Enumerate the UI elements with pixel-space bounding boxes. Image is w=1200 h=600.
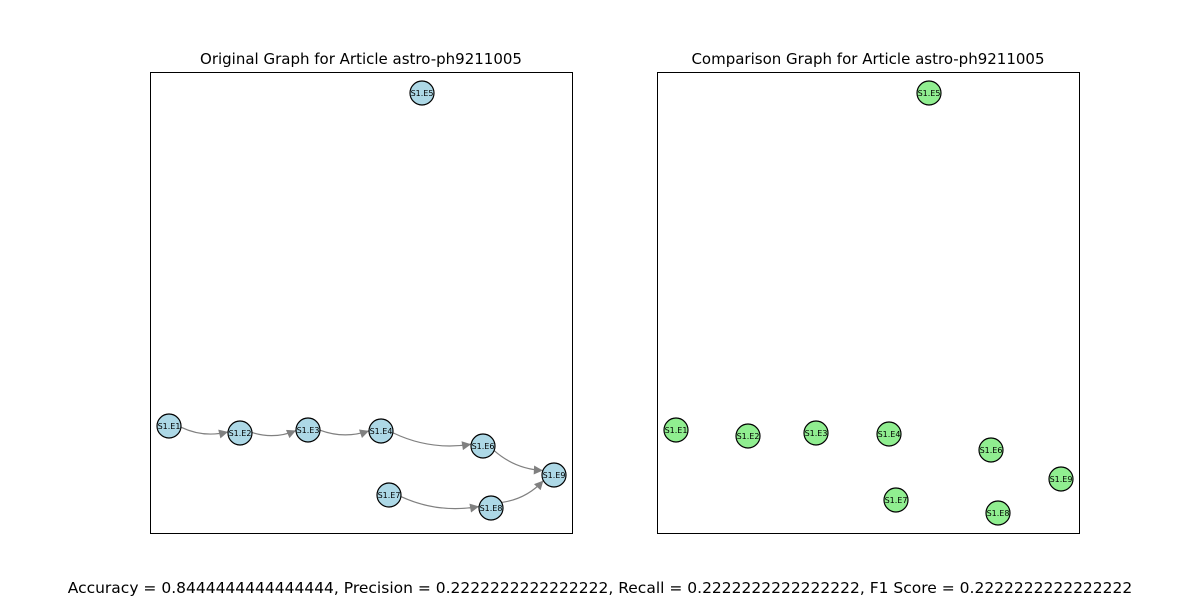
node-S1.E6[interactable]: S1.E6	[470, 433, 496, 459]
edge-S1.E3-S1.E4	[319, 429, 370, 439]
metrics-summary: Accuracy = 0.8444444444444444, Precision…	[67, 579, 1133, 597]
node-circle	[1048, 466, 1074, 492]
node-circle	[156, 413, 182, 439]
node-S1.E2[interactable]: S1.E2	[227, 420, 253, 446]
edge-S1.E6-S1.E9	[493, 450, 543, 475]
node-label: S1.E3	[297, 426, 320, 435]
node-label: S1.E9	[543, 471, 566, 480]
comparison-graph-frame	[657, 72, 1080, 534]
node-label: S1.E8	[987, 509, 1010, 518]
original-graph-panel: Original Graph for Article astro-ph92110…	[150, 50, 573, 534]
node-S1.E7[interactable]: S1.E7	[376, 482, 402, 508]
node-label: S1.E4	[878, 430, 901, 439]
node-label: S1.E3	[805, 429, 828, 438]
edge-S1.E7-S1.E8	[400, 495, 480, 513]
node-circle	[985, 500, 1011, 526]
node-S1.E8[interactable]: S1.E8	[985, 500, 1011, 526]
node-label: S1.E7	[885, 496, 908, 505]
node-circle	[803, 420, 829, 446]
node-circle	[376, 482, 402, 508]
node-S1.E4[interactable]: S1.E4	[368, 418, 394, 444]
node-S1.E7[interactable]: S1.E7	[883, 487, 909, 513]
edge-S1.E4-S1.E6	[392, 432, 472, 451]
node-S1.E8[interactable]: S1.E8	[478, 495, 504, 521]
comparison-graph-panel: Comparison Graph for Article astro-ph921…	[657, 50, 1080, 534]
node-circle	[735, 423, 761, 449]
node-label: S1.E5	[411, 89, 434, 98]
edge-S1.E1-S1.E2	[180, 426, 229, 439]
node-label: S1.E7	[378, 491, 401, 500]
edge-S1.E8-S1.E9	[501, 480, 544, 504]
node-circle	[541, 462, 567, 488]
node-circle	[663, 417, 689, 443]
node-S1.E2[interactable]: S1.E2	[735, 423, 761, 449]
node-circle	[409, 80, 435, 106]
node-label: S1.E4	[370, 427, 393, 436]
original-graph-frame	[150, 72, 573, 534]
node-circle	[876, 421, 902, 447]
node-circle	[978, 437, 1004, 463]
node-circle	[883, 487, 909, 513]
node-label: S1.E6	[472, 442, 495, 451]
node-circle	[916, 80, 942, 106]
node-S1.E6[interactable]: S1.E6	[978, 437, 1004, 463]
node-circle	[478, 495, 504, 521]
node-S1.E4[interactable]: S1.E4	[876, 421, 902, 447]
node-label: S1.E8	[480, 504, 503, 513]
node-S1.E3[interactable]: S1.E3	[295, 417, 321, 443]
node-S1.E5[interactable]: S1.E5	[409, 80, 435, 106]
node-label: S1.E2	[737, 432, 760, 441]
original-graph-title: Original Graph for Article astro-ph92110…	[200, 50, 522, 68]
node-S1.E1[interactable]: S1.E1	[156, 413, 182, 439]
node-S1.E1[interactable]: S1.E1	[663, 417, 689, 443]
node-label: S1.E2	[229, 429, 252, 438]
node-S1.E9[interactable]: S1.E9	[541, 462, 567, 488]
node-circle	[227, 420, 253, 446]
node-label: S1.E1	[665, 426, 688, 435]
comparison-graph-title: Comparison Graph for Article astro-ph921…	[691, 50, 1044, 68]
node-S1.E3[interactable]: S1.E3	[803, 420, 829, 446]
edge-S1.E2-S1.E3	[251, 429, 297, 439]
node-label: S1.E1	[158, 422, 181, 431]
node-S1.E5[interactable]: S1.E5	[916, 80, 942, 106]
node-S1.E9[interactable]: S1.E9	[1048, 466, 1074, 492]
node-circle	[470, 433, 496, 459]
node-label: S1.E6	[980, 446, 1003, 455]
node-label: S1.E5	[918, 89, 941, 98]
node-circle	[295, 417, 321, 443]
node-label: S1.E9	[1050, 475, 1073, 484]
node-circle	[368, 418, 394, 444]
